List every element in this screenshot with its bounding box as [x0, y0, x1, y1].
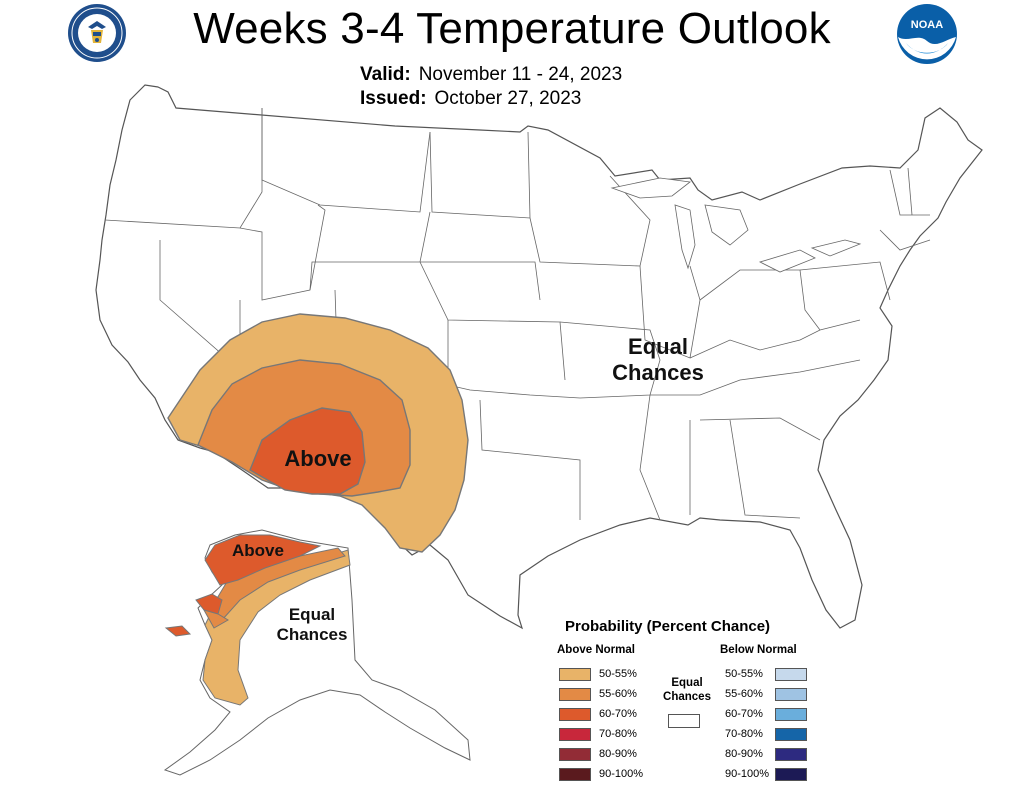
- conus-equal-label-line1: Equal: [628, 334, 688, 359]
- alaska-above-60-70-region: [204, 534, 322, 586]
- conus-above-60-70-region: [249, 407, 366, 495]
- legend-below-label: 55-60%: [725, 688, 763, 700]
- legend-above-label: 55-60%: [599, 688, 637, 700]
- legend-above-swatch: [559, 768, 591, 781]
- alaska-equal-label-line1: Equal: [289, 605, 335, 624]
- legend-above-swatch: [559, 668, 591, 681]
- legend-above-row: 90-100%: [559, 768, 649, 782]
- legend-above-swatch: [559, 708, 591, 721]
- legend-below-row: 80-90%: [725, 748, 815, 762]
- legend-above-row: 50-55%: [559, 668, 649, 682]
- alaska-west-coast-above-60-70-region: [195, 593, 223, 615]
- legend-equal-chances: Equal Chances: [652, 676, 722, 704]
- legend-below-row: 90-100%: [725, 768, 815, 782]
- legend-above-label: 90-100%: [599, 768, 644, 780]
- legend-above-row: 60-70%: [559, 708, 649, 722]
- legend-above-label: 50-55%: [599, 668, 637, 680]
- legend-equal-line2: Chances: [663, 691, 711, 703]
- great-lakes: [610, 177, 862, 273]
- legend-above-swatch: [559, 728, 591, 741]
- legend-below-header: Below Normal: [720, 644, 797, 656]
- legend-below-swatch: [775, 688, 807, 701]
- map-title: Weeks 3-4 Temperature Outlook: [193, 4, 831, 53]
- valid-value: November 11 - 24, 2023: [418, 64, 623, 85]
- legend-below-label: 70-80%: [725, 728, 763, 740]
- legend-below-row: 70-80%: [725, 728, 815, 742]
- conus-above-label: Above: [284, 446, 351, 471]
- department-of-commerce-seal-icon: [68, 4, 126, 62]
- issued-date: Issued: October 27, 2023: [360, 88, 581, 110]
- legend-below-swatch: [775, 728, 807, 741]
- legend-below-swatch: [775, 708, 807, 721]
- valid-label: Valid:: [360, 64, 411, 85]
- legend-below-label: 80-90%: [725, 748, 763, 760]
- legend-equal-line1: Equal: [671, 677, 703, 689]
- legend-above-row: 55-60%: [559, 688, 649, 702]
- legend-below-swatch: [775, 668, 807, 681]
- legend-below-row: 50-55%: [725, 668, 815, 682]
- legend-below-swatch: [775, 768, 807, 781]
- probability-legend: Probability (Percent Chance) Above Norma…: [555, 612, 815, 790]
- legend-below-label: 50-55%: [725, 668, 763, 680]
- legend-title: Probability (Percent Chance): [565, 618, 771, 635]
- legend-above-header: Above Normal: [557, 644, 635, 656]
- legend-below-label: 60-70%: [725, 708, 763, 720]
- legend-above-row: 70-80%: [559, 728, 649, 742]
- conus-equal-label-line2: Chances: [612, 360, 704, 385]
- st-lawrence-island: [164, 625, 192, 637]
- noaa-logo-text: NOAA: [911, 19, 943, 31]
- alaska-west-coast-above-55-60-region: [202, 609, 229, 629]
- legend-above-swatch: [559, 748, 591, 761]
- legend-above-swatch: [559, 688, 591, 701]
- legend-below-swatch: [775, 748, 807, 761]
- conus-outline: [95, 84, 983, 630]
- state-boundaries: [104, 108, 931, 521]
- legend-above-row: 80-90%: [559, 748, 649, 762]
- issued-label: Issued:: [360, 88, 427, 109]
- legend-equal-chances-swatch: [668, 714, 700, 728]
- legend-below-row: 60-70%: [725, 708, 815, 722]
- legend-above-label: 60-70%: [599, 708, 637, 720]
- legend-above-label: 70-80%: [599, 728, 637, 740]
- legend-below-label: 90-100%: [725, 768, 770, 780]
- valid-dates: Valid: November 11 - 24, 2023: [360, 64, 622, 86]
- alaska-equal-label-line2: Chances: [277, 625, 348, 644]
- issued-value: October 27, 2023: [434, 88, 582, 109]
- legend-below-row: 55-60%: [725, 688, 815, 702]
- alaska-above-label: Above: [232, 541, 284, 560]
- noaa-logo-icon: NOAA: [897, 4, 957, 64]
- legend-above-label: 80-90%: [599, 748, 637, 760]
